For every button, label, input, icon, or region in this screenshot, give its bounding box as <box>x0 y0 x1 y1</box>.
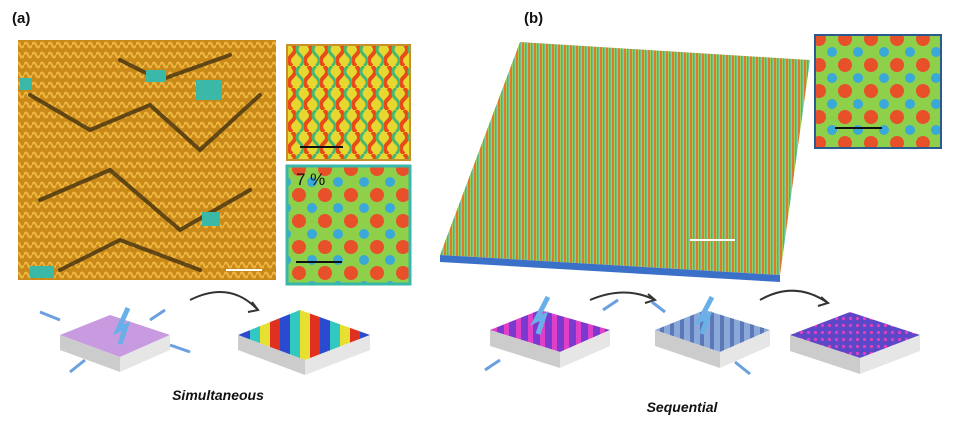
inset-image <box>814 34 942 149</box>
3d-surface <box>440 42 810 275</box>
inset-image <box>285 164 412 286</box>
3d-surface-edge <box>440 255 780 282</box>
panel-label: (b) <box>524 10 543 27</box>
panel-label: (a) <box>12 10 30 27</box>
highlight-squares <box>20 70 222 278</box>
caption: Sequential <box>647 399 719 415</box>
caption: Simultaneous <box>172 387 264 403</box>
inset-label: 7 % <box>296 170 325 189</box>
schematic <box>484 289 920 376</box>
schematic <box>39 291 370 375</box>
inset-image <box>286 44 411 161</box>
